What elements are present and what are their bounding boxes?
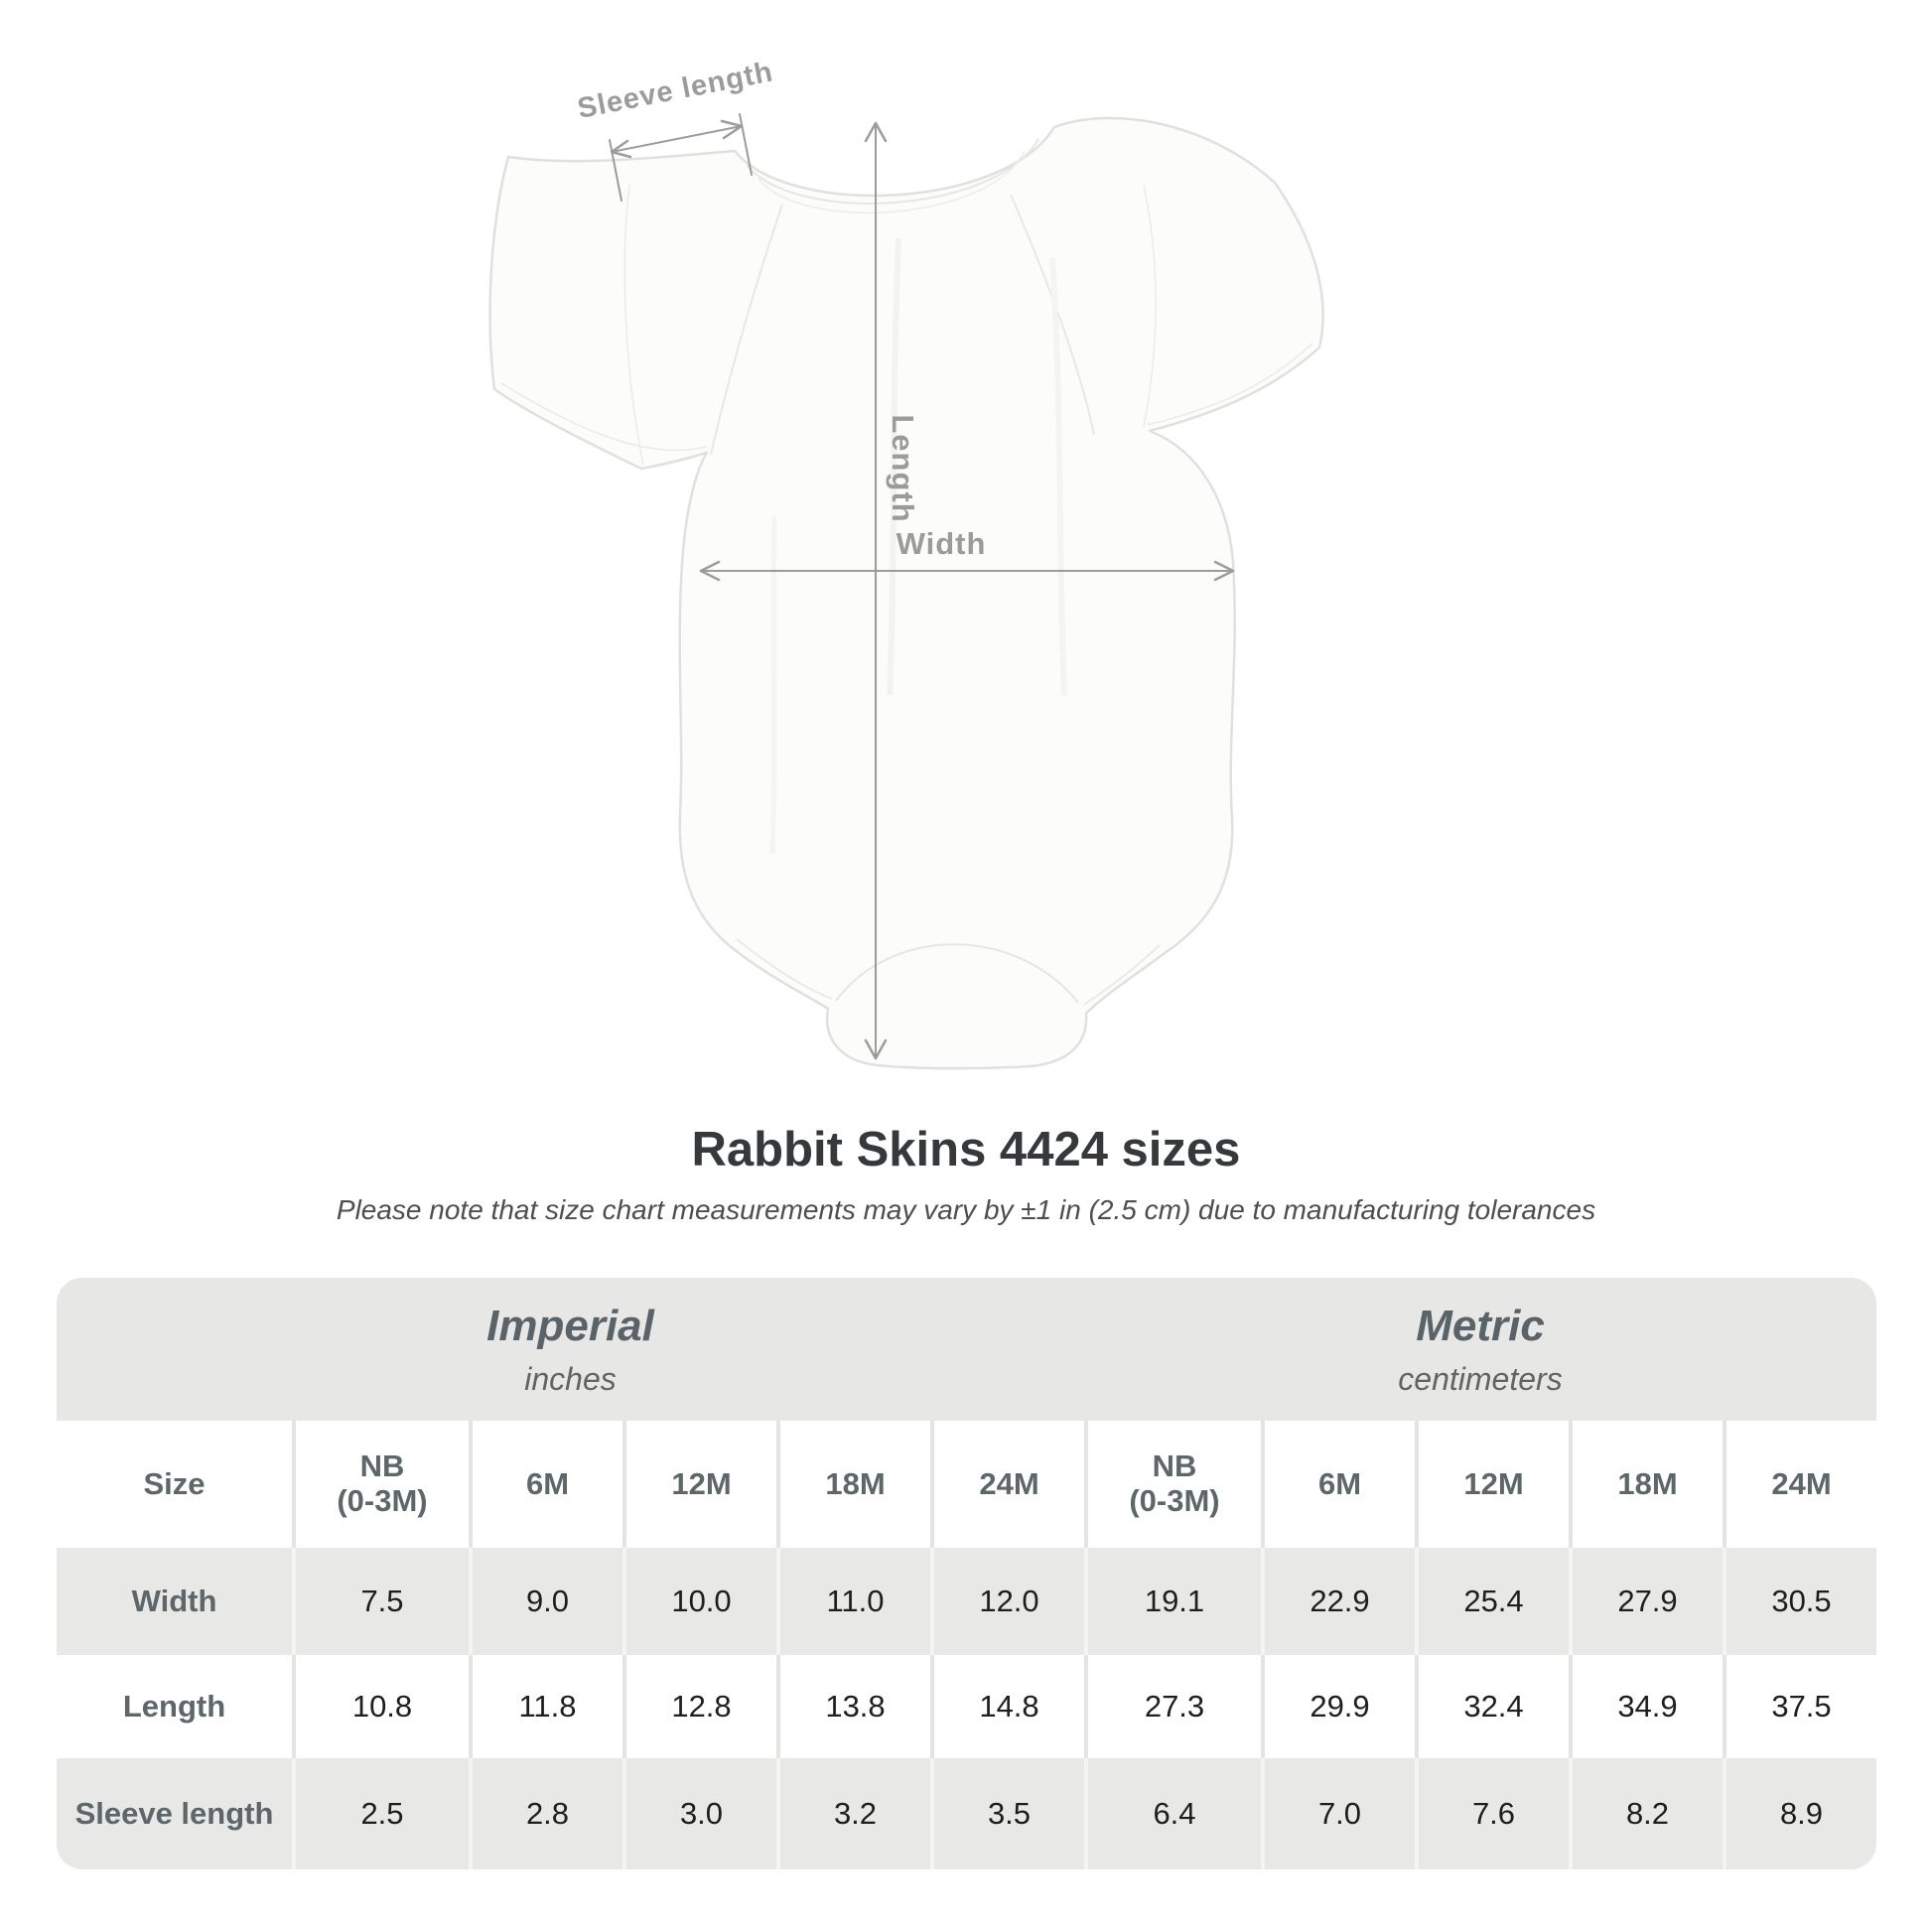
metric-value-cell: 6.4	[1084, 1758, 1261, 1869]
imperial-value-cell: 3.5	[930, 1758, 1084, 1869]
sleeve-length-label: Sleeve length	[575, 56, 775, 125]
imperial-value-cell: 11.8	[469, 1655, 622, 1758]
imperial-value-cell: 3.0	[622, 1758, 776, 1869]
size-row-header: Size	[57, 1421, 292, 1548]
metric-value-cell: 19.1	[1084, 1548, 1261, 1655]
page-title: Rabbit Skins 4424 sizes	[691, 1123, 1241, 1176]
metric-size-col-header: 18M	[1569, 1421, 1723, 1548]
imperial-value-cell: 14.8	[930, 1655, 1084, 1758]
size-table: Imperial inches Metric centimeters Size N…	[57, 1278, 1876, 1869]
imperial-value-cell: 10.8	[292, 1655, 469, 1758]
metric-value-cell: 34.9	[1569, 1655, 1723, 1758]
metric-value-cell: 8.2	[1569, 1758, 1723, 1869]
length-arrow	[864, 121, 888, 1060]
metric-value-cell: 30.5	[1723, 1548, 1876, 1655]
length-label: Length	[886, 414, 920, 522]
metric-band-title: Metric	[1416, 1301, 1545, 1350]
metric-value-cell: 25.4	[1415, 1548, 1569, 1655]
metric-value-cell: 8.9	[1723, 1758, 1876, 1869]
row-label: Sleeve length	[57, 1758, 292, 1869]
row-label: Width	[57, 1548, 292, 1655]
imperial-size-col-header: 12M	[622, 1421, 776, 1548]
imperial-value-cell: 3.2	[776, 1758, 930, 1869]
imperial-value-cell: 13.8	[776, 1655, 930, 1758]
measurement-annotations	[609, 113, 1235, 1060]
metric-value-cell: 32.4	[1415, 1655, 1569, 1758]
row-label: Length	[57, 1655, 292, 1758]
imperial-band-title: Imperial	[486, 1301, 654, 1350]
imperial-value-cell: 2.5	[292, 1758, 469, 1869]
metric-value-cell: 27.9	[1569, 1548, 1723, 1655]
metric-value-cell: 37.5	[1723, 1655, 1876, 1758]
metric-size-col-header: 24M	[1723, 1421, 1876, 1548]
metric-value-cell: 7.6	[1415, 1758, 1569, 1869]
metric-band-unit: centimeters	[1398, 1360, 1563, 1397]
tolerance-note: Please note that size chart measurements…	[336, 1194, 1596, 1225]
imperial-value-cell: 9.0	[469, 1548, 622, 1655]
metric-size-col-header: 6M	[1261, 1421, 1415, 1548]
metric-value-cell: 27.3	[1084, 1655, 1261, 1758]
imperial-value-cell: 11.0	[776, 1548, 930, 1655]
metric-band: Metric centimeters	[1084, 1278, 1876, 1421]
imperial-size-col-header: 6M	[469, 1421, 622, 1548]
imperial-band-unit: inches	[524, 1360, 617, 1397]
imperial-size-col-header: 24M	[930, 1421, 1084, 1548]
imperial-size-col-header: 18M	[776, 1421, 930, 1548]
metric-value-cell: 7.0	[1261, 1758, 1415, 1869]
width-label: Width	[897, 526, 987, 561]
imperial-value-cell: 7.5	[292, 1548, 469, 1655]
sleeve-length-arrow	[609, 113, 753, 202]
imperial-value-cell: 12.8	[622, 1655, 776, 1758]
width-arrow	[699, 560, 1235, 582]
metric-value-cell: 29.9	[1261, 1655, 1415, 1758]
metric-value-cell: 22.9	[1261, 1548, 1415, 1655]
onesie-garment	[488, 116, 1324, 1070]
imperial-band: Imperial inches	[57, 1278, 1084, 1421]
metric-size-col-header: 12M	[1415, 1421, 1569, 1548]
imperial-value-cell: 12.0	[930, 1548, 1084, 1655]
metric-size-col-header: NB (0-3M)	[1084, 1421, 1261, 1548]
imperial-value-cell: 10.0	[622, 1548, 776, 1655]
imperial-size-col-header: NB (0-3M)	[292, 1421, 469, 1548]
imperial-value-cell: 2.8	[469, 1758, 622, 1869]
